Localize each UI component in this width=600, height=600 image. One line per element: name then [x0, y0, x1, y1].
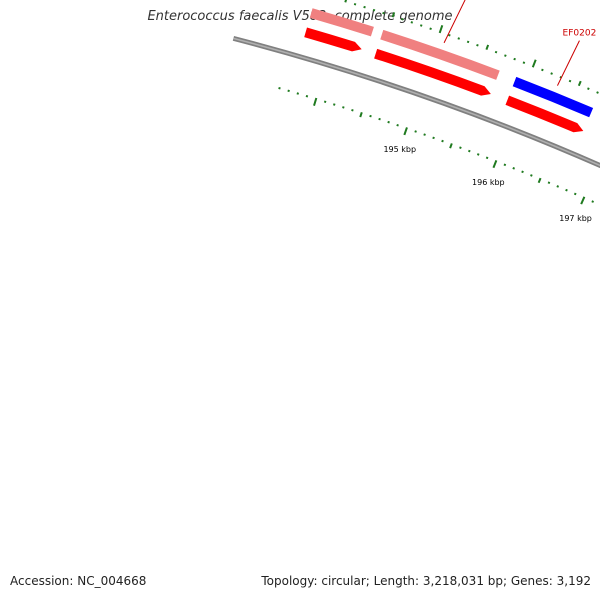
upper-tick: [448, 33, 451, 37]
gene-feature: [304, 27, 362, 52]
genome-backbone: [232, 35, 600, 169]
gene-feature: [505, 95, 584, 133]
ruler-tick: [323, 100, 327, 103]
upper-tick: [401, 17, 404, 21]
upper-tick: [494, 50, 498, 54]
ruler-tick: [459, 146, 462, 149]
ruler-tick: [332, 103, 336, 106]
upper-tick: [522, 61, 526, 64]
ruler-tick: [351, 109, 354, 112]
ruler-tick: [441, 139, 444, 143]
ruler-tick: [530, 174, 533, 177]
backbone-highlight: [233, 37, 600, 167]
gene-feature: [309, 8, 374, 37]
upper-tick: [363, 5, 366, 9]
gene-labels: tufEF0202cfarpsJrplCrplDrplWrplB: [443, 0, 597, 86]
upper-tick: [476, 43, 479, 47]
upper-tick: [596, 91, 599, 94]
upper-tick: [587, 87, 590, 90]
gene-label-line-tuf: [443, 0, 466, 44]
map-title: Enterococcus faecalis V583, complete gen…: [147, 9, 453, 24]
ruler-tick: [476, 153, 480, 156]
upper-tick: [391, 12, 396, 18]
ruler-label: 197 kbp: [559, 214, 592, 223]
ruler-tick: [521, 170, 524, 174]
ruler-tick: [512, 166, 516, 170]
backbone-arc: [232, 35, 600, 169]
ruler-tick: [423, 133, 426, 136]
upper-tick: [559, 76, 563, 79]
ruler-tick: [537, 177, 542, 184]
ruler-tick: [278, 86, 281, 90]
upper-tick: [353, 2, 357, 6]
ruler-tick: [503, 163, 507, 167]
ruler-tick: [296, 92, 300, 95]
upper-tick: [466, 40, 470, 44]
upper-tick: [550, 72, 553, 75]
ruler-tick: [287, 89, 290, 93]
upper-tick: [438, 25, 444, 34]
ruler-tick: [414, 130, 417, 133]
upper-tick: [419, 24, 423, 27]
upper-tick: [410, 21, 414, 24]
genome-stats-text: Topology: circular; Length: 3,218,031 bp…: [261, 574, 591, 588]
gene-feature-EF0202: [512, 76, 594, 118]
gene-feature: [374, 48, 491, 96]
ruler-label: 195 kbp: [383, 145, 416, 154]
tick-marks: [344, 0, 599, 94]
ruler-tick: [432, 136, 435, 140]
gene-feature-tuf: [380, 29, 500, 80]
upper-tick: [485, 44, 490, 50]
ruler-tick: [573, 192, 577, 196]
ruler-label: 196 kbp: [472, 178, 505, 187]
ruler-tick: [313, 97, 318, 106]
upper-tick: [372, 8, 376, 12]
gene-features: [304, 8, 594, 133]
ruler-tick: [449, 143, 453, 149]
ruler-tick: [342, 106, 345, 109]
upper-tick: [568, 79, 572, 83]
ruler-tick: [485, 156, 489, 160]
upper-tick: [382, 11, 385, 15]
upper-tick: [344, 0, 348, 3]
accession-text: Accession: NC_004668: [10, 574, 147, 588]
ruler-tick: [591, 200, 595, 203]
ruler-tick: [492, 159, 498, 169]
upper-tick: [513, 57, 516, 61]
upper-tick: [429, 27, 432, 30]
ruler-tick: [565, 188, 568, 192]
ruler-tick: [556, 185, 560, 188]
upper-tick: [504, 54, 507, 57]
upper-tick: [577, 80, 582, 87]
ruler-tick: [403, 127, 408, 136]
ruler-tick: [468, 149, 471, 153]
ruler-tick: [547, 181, 551, 185]
upper-tick: [541, 68, 544, 72]
gene-label-line-EF0202: [557, 40, 580, 86]
upper-tick: [531, 59, 537, 68]
ruler-tick: [378, 117, 381, 121]
ruler-tick: [305, 94, 309, 98]
gene-label-EF0202: EF0202: [563, 29, 597, 39]
ruler-tick: [387, 120, 390, 124]
upper-tick: [457, 37, 461, 40]
ruler-tick: [369, 114, 372, 118]
ruler-tick: [359, 111, 363, 118]
ruler-tick: [396, 123, 399, 127]
ruler-tick: [580, 196, 586, 205]
